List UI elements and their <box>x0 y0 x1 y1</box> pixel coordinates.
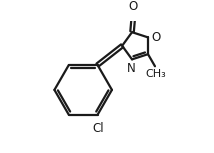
Text: Cl: Cl <box>93 122 104 135</box>
Text: CH₃: CH₃ <box>146 69 166 79</box>
Text: O: O <box>129 0 138 13</box>
Text: O: O <box>152 31 161 44</box>
Text: N: N <box>127 62 136 75</box>
